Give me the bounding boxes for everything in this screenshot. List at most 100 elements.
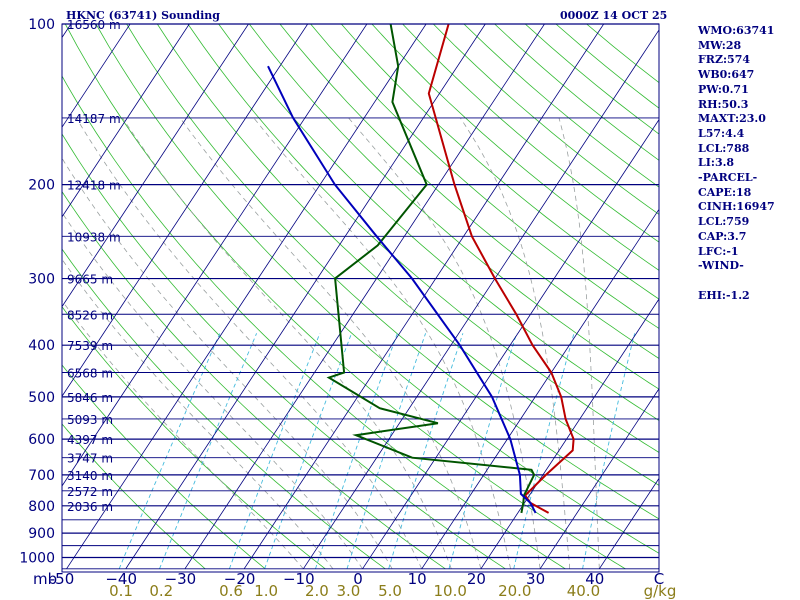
isotherm-line: [62, 24, 309, 398]
moist-adiabat-line: [122, 117, 452, 569]
moist-adiabat-line: [75, 117, 423, 569]
temperature-profile-line: [427, 24, 575, 514]
index-item: LI:3.8: [698, 156, 735, 170]
mixing-ratio-line: [264, 333, 353, 569]
temperature-tick-label: −30: [165, 570, 197, 588]
height-label: 4397 m: [67, 433, 113, 447]
isotherm-line: [303, 29, 659, 570]
index-item: -PARCEL-: [698, 171, 758, 185]
temperature-tick-label: −10: [283, 570, 315, 588]
mixing-ratio-line: [448, 333, 518, 569]
temperature-tick-label: 0: [353, 570, 363, 588]
height-label: 12418 m: [67, 179, 121, 193]
index-item: LCL:788: [698, 141, 750, 155]
dry-adiabat-line: [62, 364, 266, 570]
mixing-ratio-line: [346, 333, 427, 569]
mixing-ratio-label: 1.0: [254, 582, 278, 600]
isotherm-line: [362, 118, 659, 570]
moist-adiabat-line: [459, 117, 571, 569]
mixing-ratio-unit-label: g/kg: [644, 582, 677, 600]
temperature-tick-label: 40: [585, 570, 604, 588]
height-label: 2036 m: [67, 500, 113, 514]
height-label: 5846 m: [67, 391, 113, 405]
time-title: 0000Z 14 OCT 25: [560, 9, 668, 22]
isotherm-line: [62, 24, 131, 128]
mixing-ratio-label: 2.0: [305, 582, 329, 600]
pressure-tick-label: 500: [28, 390, 55, 406]
height-label: 7539 m: [67, 339, 113, 353]
dry-adiabat-line: [371, 24, 659, 271]
dewpoint-profile-line: [326, 24, 536, 514]
index-item: MAXT:23.0: [698, 112, 766, 126]
height-label: 2572 m: [67, 485, 113, 499]
index-item: CAP:3.7: [698, 229, 747, 243]
index-item: WB0:647: [698, 68, 755, 82]
pressure-tick-label: 800: [28, 499, 55, 515]
parcel-trace-line: [267, 65, 537, 514]
pressure-tick-label: 100: [28, 17, 55, 33]
height-label: 8526 m: [67, 308, 113, 322]
index-item: EHI:-1.2: [698, 288, 750, 302]
height-label: 9665 m: [67, 273, 113, 287]
pressure-tick-label: 400: [28, 338, 55, 354]
dry-adiabat-line: [341, 24, 659, 300]
mixing-ratio-line: [314, 333, 398, 569]
temperature-tick-label: 10: [408, 570, 427, 588]
moist-adiabat-line: [558, 117, 600, 569]
dry-adiabat-line: [62, 306, 326, 570]
mixing-ratio-label: 20.0: [498, 582, 531, 600]
dry-adiabat-line: [62, 423, 206, 570]
mixing-ratio-label: 0.1: [109, 582, 133, 600]
index-item: -WIND-: [698, 259, 744, 273]
index-item: [698, 274, 775, 289]
moist-adiabat-line: [62, 211, 363, 570]
pressure-tick-label: 1000: [19, 551, 55, 567]
dry-adiabat-line: [62, 248, 386, 570]
isotherm-line: [62, 24, 368, 487]
dry-adiabat-line: [64, 24, 626, 570]
index-item: PW:0.71: [698, 82, 749, 96]
isotherm-line: [66, 24, 427, 570]
dry-adiabat-line: [218, 24, 659, 421]
isotherm-line: [62, 24, 190, 218]
isotherm-line: [125, 24, 486, 570]
isotherm-line: [243, 24, 605, 570]
y-unit-label: mb: [33, 570, 57, 588]
mixing-ratio-label: 10.0: [433, 582, 466, 600]
index-item: WMO:63741: [698, 24, 775, 37]
moist-adiabat-line: [253, 117, 511, 569]
isotherm-line: [62, 24, 249, 308]
pressure-tick-label: 700: [28, 468, 55, 484]
mixing-ratio-line: [513, 333, 575, 569]
mixing-ratio-label: 0.6: [219, 582, 243, 600]
isotherm-line: [539, 387, 659, 570]
temperature-tick-label: -50: [50, 570, 75, 588]
mixing-ratio-line: [159, 333, 258, 569]
pressure-tick-label: 300: [28, 272, 55, 288]
index-item: CINH:16947: [698, 200, 775, 214]
isotherm-line: [480, 298, 659, 570]
dry-adiabat-line: [310, 24, 659, 329]
mixing-ratio-label: 40.0: [567, 582, 600, 600]
height-label: 5093 m: [67, 413, 113, 427]
mixing-ratio-lines: [118, 333, 636, 569]
plot-frame: [61, 23, 660, 573]
dry-adiabat-line: [62, 190, 446, 570]
isotherms: [0, 0, 659, 570]
index-item: MW:28: [698, 38, 742, 52]
temperature-tick-label: −40: [105, 570, 137, 588]
height-label: 3747 m: [67, 452, 113, 466]
mixing-ratio-label: 5.0: [378, 582, 402, 600]
mixing-ratio-line: [388, 333, 464, 569]
height-label: 14187 m: [67, 112, 121, 126]
dry-adiabat-line: [248, 24, 659, 390]
height-label: 16560 m: [67, 18, 121, 32]
isotherm-line: [421, 208, 659, 570]
height-label: 6568 m: [67, 366, 113, 380]
isotherm-line: [0, 0, 28, 569]
height-label: 10938 m: [67, 230, 121, 244]
dry-adiabat-line: [95, 24, 659, 554]
mixing-ratio-label: 3.0: [336, 582, 360, 600]
index-item: CAPE:18: [698, 185, 752, 199]
